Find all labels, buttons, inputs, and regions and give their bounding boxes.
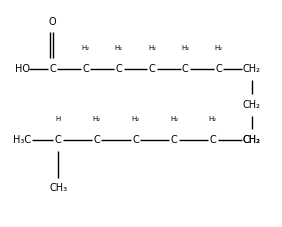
- Text: CH₂: CH₂: [243, 64, 261, 74]
- Text: C: C: [55, 135, 61, 145]
- Text: C: C: [116, 64, 122, 74]
- Text: HO: HO: [15, 64, 30, 74]
- Text: H₂: H₂: [148, 45, 156, 51]
- Text: C: C: [93, 135, 100, 145]
- Text: H₃C: H₃C: [13, 135, 31, 145]
- Text: CH₂: CH₂: [243, 135, 261, 145]
- Text: H: H: [56, 116, 61, 122]
- Text: CH₃: CH₃: [49, 183, 67, 193]
- Text: CH₂: CH₂: [243, 100, 261, 110]
- Text: H₂: H₂: [170, 116, 178, 122]
- Text: O: O: [49, 17, 56, 27]
- Text: C: C: [182, 64, 189, 74]
- Text: CH₂: CH₂: [243, 135, 261, 145]
- Text: C: C: [171, 135, 178, 145]
- Text: C: C: [49, 64, 56, 74]
- Text: H₂: H₂: [115, 45, 123, 51]
- Text: C: C: [149, 64, 155, 74]
- Text: H₂: H₂: [181, 45, 189, 51]
- Text: C: C: [132, 135, 139, 145]
- Text: C: C: [82, 64, 89, 74]
- Text: H₂: H₂: [131, 116, 140, 122]
- Text: C: C: [210, 135, 216, 145]
- Text: H₂: H₂: [82, 45, 90, 51]
- Text: C: C: [215, 64, 222, 74]
- Text: H₂: H₂: [209, 116, 217, 122]
- Text: H₂: H₂: [214, 45, 222, 51]
- Text: H₂: H₂: [93, 116, 101, 122]
